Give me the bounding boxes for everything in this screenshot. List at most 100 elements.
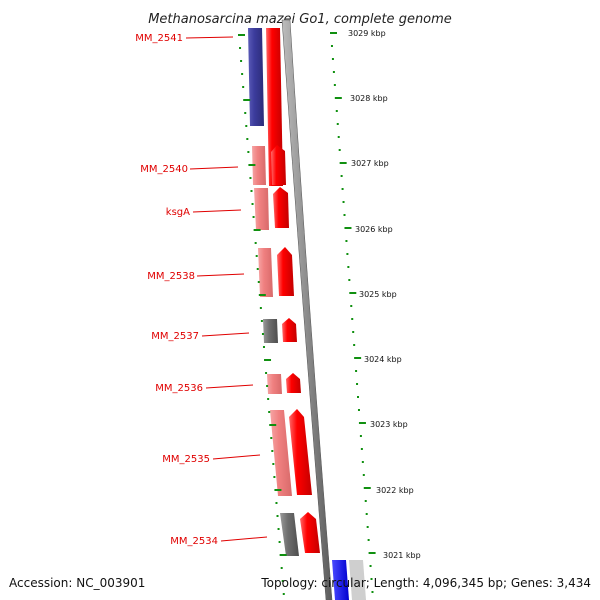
- minor-tick: [259, 307, 262, 309]
- minor-tick: [275, 502, 278, 504]
- minor-tick: [251, 203, 254, 205]
- minor-tick: [257, 281, 260, 283]
- minor-tick: [355, 370, 358, 372]
- map-title: Methanosarcina mazei Go1, complete genom…: [148, 12, 452, 27]
- minor-tick: [338, 149, 341, 151]
- major-tick: [253, 229, 261, 231]
- kbp-labels: 3029 kbp 3028 kbp 3027 kbp 3026 kbp 3025…: [348, 29, 421, 560]
- gene-block-ksga[interactable]: [254, 187, 289, 230]
- minor-tick: [359, 435, 362, 437]
- minor-tick: [245, 125, 248, 127]
- minor-tick: [277, 528, 280, 530]
- minor-tick: [340, 175, 343, 177]
- major-tick: [339, 162, 347, 164]
- minor-tick: [249, 177, 252, 179]
- minor-tick: [332, 71, 335, 73]
- gene-label-mm-2537[interactable]: MM_2537: [151, 331, 199, 342]
- minor-tick: [369, 565, 372, 567]
- major-tick: [248, 164, 256, 166]
- minor-tick: [268, 411, 271, 413]
- gene-label-mm-2536[interactable]: MM_2536: [155, 383, 203, 394]
- major-tick: [368, 552, 376, 554]
- minor-tick: [366, 526, 369, 528]
- kbp-label: 3023 kbp: [370, 420, 408, 429]
- minor-tick: [364, 500, 367, 502]
- major-tick: [274, 489, 282, 491]
- gene-block-mm-2535[interactable]: [270, 409, 312, 496]
- minor-tick: [241, 73, 244, 75]
- major-tick: [354, 357, 362, 359]
- minor-tick: [282, 593, 285, 595]
- kbp-label: 3026 kbp: [355, 225, 393, 234]
- major-tick: [269, 424, 277, 426]
- minor-tick: [330, 45, 333, 47]
- gene-label-mm-2540[interactable]: MM_2540: [140, 164, 188, 175]
- gene-block-mm-2537[interactable]: [263, 318, 297, 343]
- major-tick: [358, 422, 366, 424]
- minor-tick: [255, 255, 258, 257]
- minor-tick: [341, 188, 344, 190]
- minor-tick: [272, 463, 275, 465]
- minor-tick: [365, 513, 368, 515]
- gene-block-mm-2538[interactable]: [258, 247, 294, 297]
- minor-tick: [266, 385, 269, 387]
- gene-block-mm-2540[interactable]: [252, 145, 286, 185]
- minor-tick: [348, 279, 351, 281]
- minor-tick: [343, 214, 346, 216]
- major-tick: [344, 227, 352, 229]
- minor-tick: [270, 437, 273, 439]
- minor-tick: [333, 84, 336, 86]
- minor-tick: [357, 396, 360, 398]
- minor-tick: [281, 580, 284, 582]
- accession-text: Accession: NC_003901: [9, 576, 146, 590]
- major-tick: [258, 294, 266, 296]
- minor-tick: [239, 47, 242, 49]
- gene-labels: MM_2541 MM_2540 ksgA MM_2538 MM_2537 MM_…: [135, 33, 268, 547]
- gene-label-ksga[interactable]: ksgA: [166, 207, 190, 218]
- major-tick: [243, 99, 251, 101]
- major-tick: [349, 292, 357, 294]
- gene-label-mm-2534[interactable]: MM_2534: [170, 536, 218, 547]
- minor-tick: [331, 58, 334, 60]
- kbp-label: 3025 kbp: [359, 290, 397, 299]
- gene-block-bottom[interactable]: [332, 560, 366, 600]
- major-tick: [238, 34, 245, 36]
- right-tick-ruler: [330, 32, 376, 593]
- minor-tick: [254, 242, 257, 244]
- gene-block-mm-2536[interactable]: [267, 373, 301, 394]
- genome-backbone: [281, 19, 333, 600]
- minor-tick: [336, 123, 339, 125]
- gene-label-mm-2541[interactable]: MM_2541: [135, 33, 183, 44]
- minor-tick: [346, 253, 349, 255]
- minor-tick: [367, 539, 370, 541]
- minor-tick: [350, 305, 353, 307]
- kbp-label: 3028 kbp: [350, 94, 388, 103]
- minor-tick: [246, 138, 249, 140]
- minor-tick: [276, 515, 279, 517]
- minor-tick: [362, 474, 365, 476]
- minor-tick: [271, 450, 274, 452]
- major-tick: [363, 487, 371, 489]
- minor-tick: [361, 461, 364, 463]
- major-tick: [330, 32, 337, 34]
- major-tick: [264, 359, 272, 361]
- minor-tick: [335, 110, 338, 112]
- minor-tick: [242, 86, 245, 88]
- minor-tick: [250, 190, 253, 192]
- minor-tick: [351, 318, 354, 320]
- gene-label-mm-2535[interactable]: MM_2535: [162, 454, 210, 465]
- minor-tick: [352, 331, 355, 333]
- minor-tick: [261, 333, 264, 335]
- kbp-label: 3022 kbp: [376, 486, 414, 495]
- kbp-label: 3027 kbp: [351, 159, 389, 168]
- gene-block-mm-2534[interactable]: [280, 512, 320, 556]
- major-tick: [334, 97, 342, 99]
- minor-tick: [353, 344, 356, 346]
- minor-tick: [371, 591, 374, 593]
- gene-label-mm-2538[interactable]: MM_2538: [147, 271, 195, 282]
- minor-tick: [280, 567, 283, 569]
- minor-tick: [252, 216, 255, 218]
- minor-tick: [256, 268, 259, 270]
- minor-tick: [356, 383, 359, 385]
